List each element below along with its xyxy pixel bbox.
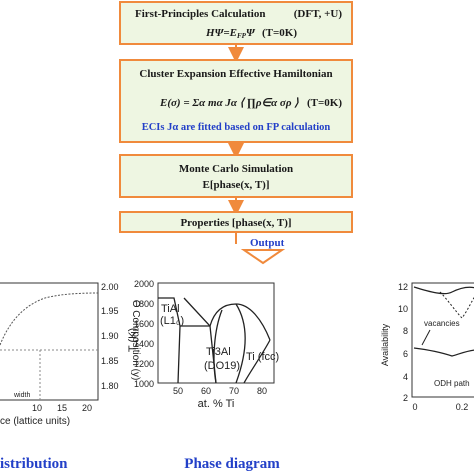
right-panel: 12 10 8 6 4 2 0 0.2 vacancies ODH path A… [380, 282, 474, 412]
caption: istribution [0, 456, 68, 472]
phase-line [235, 303, 246, 384]
formula-tail: Ψ [246, 27, 256, 39]
pointer [421, 329, 431, 346]
region-label: Ti (fcc) [246, 351, 279, 363]
y-tick-label: 1400 [134, 339, 154, 349]
x-axis-label: ce (lattice units) [0, 416, 70, 427]
box-title: Cluster Expansion Effective Hamiltonian [139, 68, 332, 80]
plot-frame [411, 282, 474, 398]
y-tick-label: 4 [403, 372, 408, 382]
box [119, 154, 353, 198]
region-label: Ti3Al [206, 346, 231, 358]
y-tick-label: 1.80 [101, 381, 119, 391]
formula: HΨ=EFPΨ [205, 27, 256, 40]
box-title: Properties [phase(x, T)] [180, 217, 291, 229]
box-title: Monte Carlo Simulation [179, 163, 293, 175]
curve [413, 347, 474, 357]
x-tick-label: 80 [257, 386, 267, 396]
output-arrow [240, 249, 286, 265]
y-tick-label: 1.90 [101, 331, 119, 341]
curve [439, 291, 474, 319]
x-tick-label: 60 [201, 386, 211, 396]
x-tick-label: 20 [82, 403, 92, 413]
phase-diagram: 2000 1800 1600 1400 1200 1000 50 60 70 8… [127, 279, 280, 472]
phase-line [213, 309, 223, 384]
x-tick-label: 0 [412, 402, 417, 412]
x-axis-label: at. % Ti [198, 398, 235, 410]
phase-line [158, 297, 181, 384]
y-tick-label: 10 [398, 304, 408, 314]
curve [413, 286, 474, 295]
caption: Phase diagram [184, 456, 280, 472]
annotation: width [13, 392, 30, 399]
y-tick-label: 1.85 [101, 356, 119, 366]
output-label: Output [250, 237, 285, 249]
x-tick-label: 15 [57, 403, 67, 413]
region-label: TiAl [161, 303, 180, 315]
phase-line [180, 303, 271, 341]
box [119, 1, 353, 45]
y-axis-label: Availability [380, 323, 390, 366]
x-tick-label: 70 [229, 386, 239, 396]
region-label: (DO19) [204, 360, 240, 372]
y-axis-label: T (K) [127, 328, 139, 352]
plot-frame [0, 282, 99, 401]
y-tick-label: 1800 [134, 299, 154, 309]
x-tick-label: 0.2 [456, 402, 469, 412]
box-condition: (T=0K) [262, 27, 297, 39]
left-panel: width 2.00 1.95 1.90 1.85 1.80 10 15 20 … [0, 282, 141, 472]
y-axis-label: O Composition (y) [130, 300, 141, 381]
box-title: First-Principles Calculation [135, 8, 265, 20]
region-label: (L1₀) [160, 315, 184, 327]
y-tick-label: 1000 [134, 379, 154, 389]
phase-line [243, 339, 271, 384]
formula: E(σ) = Σα mα Jα ⟨ ∏ρ∈α σρ ⟩ [159, 97, 299, 109]
y-tick-label: 2000 [134, 279, 154, 289]
box-condition: (T=0K) [307, 97, 342, 109]
formula-sub: FP [237, 32, 247, 40]
x-tick-label: 50 [173, 386, 183, 396]
y-tick-label: 1600 [134, 319, 154, 329]
box-note: ECIs Jα are fitted based on FP calculati… [142, 122, 331, 133]
box-note: (DFT, +U) [294, 8, 343, 20]
y-tick-label: 2 [403, 393, 408, 403]
box [119, 59, 353, 143]
y-tick-label: 6 [403, 349, 408, 359]
curve [0, 292, 99, 346]
curve-label: vacancies [424, 319, 460, 328]
y-tick-label: 1200 [134, 359, 154, 369]
y-tick-label: 2.00 [101, 282, 119, 292]
y-tick-label: 8 [403, 326, 408, 336]
formula-main: HΨ=E [205, 27, 237, 39]
formula: E[phase(x, T)] [202, 179, 269, 191]
flowchart: First-Principles Calculation (DFT, +U) H… [119, 1, 353, 265]
y-tick-label: 12 [398, 282, 408, 292]
y-tick-label: 1.95 [101, 306, 119, 316]
x-tick-label: 10 [32, 403, 42, 413]
curve-label: ODH path [434, 379, 470, 388]
